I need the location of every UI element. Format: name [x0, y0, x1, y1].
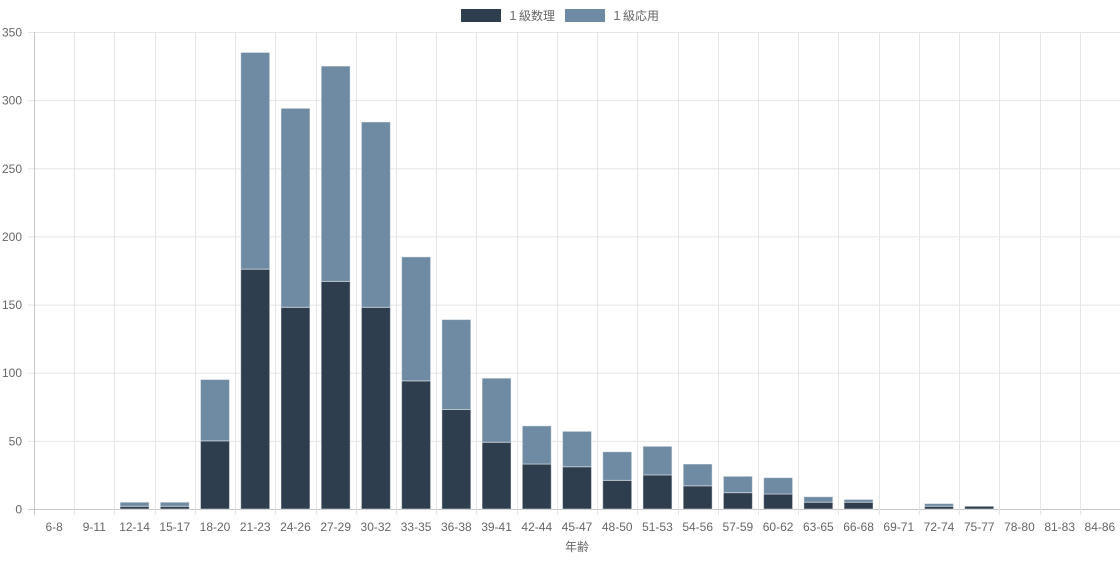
x-tick-label: 33-35 [401, 520, 432, 534]
bar-applied[interactable] [722, 475, 753, 494]
bar-math[interactable] [240, 268, 271, 510]
x-tick-label: 75-77 [964, 520, 995, 534]
x-tick-label: 15-17 [159, 520, 190, 534]
x-tick-label: 45-47 [562, 520, 593, 534]
bar-applied[interactable] [763, 477, 794, 495]
x-tick-label: 39-41 [481, 520, 512, 534]
bar-math[interactable] [441, 409, 472, 510]
x-tick-label: 63-65 [803, 520, 834, 534]
x-axis-ticks: 6-8 9-11 12-14 15-17 18-20 21-23 24-26 27-29 30-… [45, 520, 1115, 534]
bar-applied[interactable] [481, 377, 512, 443]
y-axis-ticks: 0 50 100 150 200 250 300 350 [2, 26, 22, 517]
bar-applied[interactable] [280, 107, 311, 308]
bar-applied[interactable] [803, 496, 834, 503]
bar-applied[interactable] [360, 121, 391, 308]
legend-item-1[interactable]: １級応用 [565, 9, 659, 23]
x-tick-label: 6-8 [45, 520, 63, 534]
bar-math[interactable] [521, 463, 552, 510]
y-tick-label: 200 [2, 230, 22, 244]
x-tick-label: 81-83 [1044, 520, 1075, 534]
bar-applied[interactable] [200, 379, 230, 442]
x-tick-label: 72-74 [924, 520, 955, 534]
bar-applied[interactable] [320, 65, 351, 282]
bar-applied[interactable] [682, 463, 713, 487]
y-tick-label: 150 [2, 298, 22, 312]
bar-applied[interactable] [401, 256, 432, 382]
bar-math[interactable] [843, 501, 874, 510]
bar-applied[interactable] [521, 425, 552, 465]
bar-math[interactable] [562, 466, 592, 510]
y-tick-label: 350 [2, 26, 22, 40]
x-tick-label: 36-38 [441, 520, 472, 534]
bar-math[interactable] [280, 306, 311, 510]
x-tick-label: 66-68 [843, 520, 874, 534]
bar-applied[interactable] [119, 501, 150, 507]
x-tick-label: 78-80 [1004, 520, 1035, 534]
x-tick-label: 60-62 [763, 520, 794, 534]
legend-label-0: １級数理 [507, 8, 555, 23]
bar-math[interactable] [964, 505, 995, 510]
bar-math[interactable] [602, 479, 633, 510]
bar-math[interactable] [763, 493, 794, 510]
y-tick-label: 100 [2, 366, 22, 380]
x-tick-label: 57-59 [723, 520, 754, 534]
bar-math[interactable] [320, 280, 351, 510]
y-tick-label: 300 [2, 94, 22, 108]
x-tick-label: 12-14 [119, 520, 150, 534]
x-tick-label: 42-44 [521, 520, 552, 534]
x-tick-label: 9-11 [83, 520, 106, 534]
bar-math[interactable] [159, 505, 190, 510]
legend-swatch-1 [565, 9, 605, 22]
legend-item-0[interactable]: １級数理 [461, 8, 555, 23]
bar-applied[interactable] [924, 503, 954, 507]
x-tick-label: 30-32 [361, 520, 392, 534]
x-tick-label: 48-50 [602, 520, 633, 534]
bar-math[interactable] [722, 492, 753, 510]
bar-math[interactable] [481, 441, 512, 510]
grid [28, 32, 1120, 515]
x-axis-title: 年齢 [565, 539, 589, 554]
bars [119, 51, 995, 510]
bar-applied[interactable] [240, 51, 271, 270]
bar-math[interactable] [119, 505, 150, 510]
x-tick-label: 21-23 [240, 520, 271, 534]
x-tick-label: 54-56 [682, 520, 713, 534]
x-tick-label: 51-53 [642, 520, 673, 534]
bar-math[interactable] [200, 440, 230, 510]
bar-math[interactable] [803, 501, 834, 510]
bar-math[interactable] [682, 485, 713, 510]
y-tick-label: 0 [15, 503, 22, 517]
bar-applied[interactable] [843, 498, 874, 503]
x-tick-label: 18-20 [200, 520, 231, 534]
x-tick-label: 69-71 [883, 520, 914, 534]
bar-math[interactable] [401, 380, 432, 510]
bar-applied[interactable] [441, 319, 472, 411]
bar-applied[interactable] [642, 445, 673, 476]
bar-math[interactable] [642, 474, 673, 510]
bar-math[interactable] [360, 306, 391, 510]
x-tick-label: 84-86 [1085, 520, 1116, 534]
y-tick-label: 250 [2, 162, 22, 176]
x-tick-label: 24-26 [280, 520, 311, 534]
x-tick-label: 27-29 [320, 520, 351, 534]
bar-applied[interactable] [159, 501, 190, 507]
legend-label-1: １級応用 [611, 9, 659, 23]
y-tick-label: 50 [9, 434, 23, 448]
bar-applied[interactable] [562, 430, 592, 468]
bar-applied[interactable] [602, 451, 633, 481]
legend-swatch-0 [461, 9, 501, 22]
legend: １級数理 １級応用 [461, 8, 659, 23]
